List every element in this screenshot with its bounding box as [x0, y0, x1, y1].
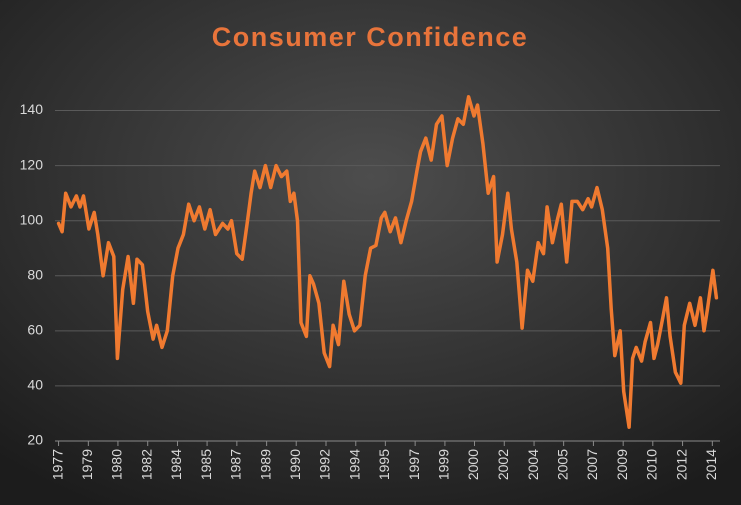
x-tick-label: 1992 [317, 449, 333, 480]
x-tick-label: 1989 [257, 449, 273, 480]
x-tick-label: 1982 [138, 449, 154, 480]
chart-title: Consumer Confidence [212, 22, 529, 52]
x-tick-label: 2002 [495, 449, 511, 480]
x-tick-label: 2009 [614, 449, 630, 480]
x-tick-label: 2007 [584, 449, 600, 480]
y-tick-label: 40 [27, 377, 43, 393]
x-tick-label: 1987 [228, 449, 244, 480]
x-tick-label: 2010 [643, 449, 659, 480]
x-tick-label: 1999 [436, 449, 452, 480]
y-tick-label: 100 [20, 211, 44, 227]
x-tick-label: 2014 [703, 449, 719, 480]
x-tick-label: 2004 [525, 449, 541, 480]
y-tick-label: 20 [27, 432, 43, 448]
x-tick-label: 1990 [287, 449, 303, 480]
x-tick-label: 2012 [673, 449, 689, 480]
y-tick-label: 80 [27, 266, 43, 282]
x-tick-label: 2000 [465, 449, 481, 480]
y-tick-label: 120 [20, 156, 44, 172]
x-tick-label: 1995 [376, 449, 392, 480]
data-line [56, 95, 719, 429]
x-tick-label: 1977 [49, 449, 65, 480]
x-tick-label: 1980 [109, 449, 125, 480]
x-tick-label: 1994 [346, 449, 362, 480]
y-tick-label: 140 [20, 101, 44, 117]
x-tick-label: 1997 [406, 449, 422, 480]
x-tick-label: 1979 [79, 449, 95, 480]
x-tick-label: 1985 [198, 449, 214, 480]
y-tick-label: 60 [27, 322, 43, 338]
x-tick-label: 2005 [554, 449, 570, 480]
x-tick-label: 1984 [168, 449, 184, 480]
